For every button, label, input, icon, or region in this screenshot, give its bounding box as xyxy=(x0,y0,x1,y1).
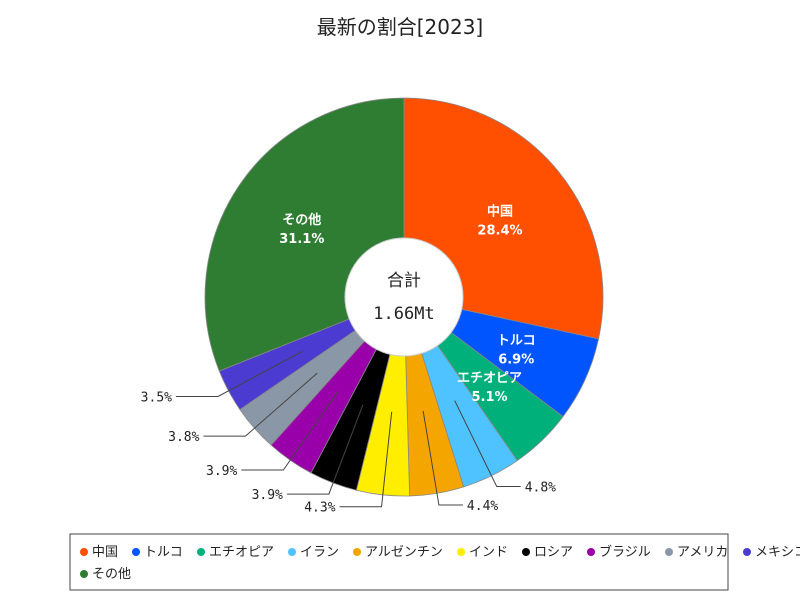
legend-swatch xyxy=(457,548,465,556)
legend-swatch xyxy=(743,548,751,556)
callout-line xyxy=(175,350,303,397)
slice-value-label: 3.8% xyxy=(168,430,199,445)
slice-name-label: エチオピア xyxy=(457,371,522,386)
slice-value-label: 4.8% xyxy=(525,480,556,495)
center-hole xyxy=(344,237,464,357)
slice-value-label: 28.4% xyxy=(477,223,522,238)
labels-layer: 中国 28.4% トルコ 6.9% エチオピア 5.1% 4.8% 4.4% 4.3% 3.9% 3… xyxy=(141,203,557,515)
slice-value-label: 3.9% xyxy=(252,488,283,503)
legend-swatch xyxy=(353,548,361,556)
slice-value-label: 3.5% xyxy=(141,390,172,405)
slices-layer xyxy=(204,97,604,497)
legend-label: メキシコ xyxy=(755,545,800,560)
legend: 中国 トルコ エチオピア イラン アルゼンチン インド ロシア ブラジル アメリカ メキシコその他 xyxy=(69,533,800,591)
legend-label: インド xyxy=(469,545,508,560)
legend-swatch xyxy=(80,570,88,578)
chart-title: 最新の割合[2023] xyxy=(317,15,484,39)
legend-label: アメリカ xyxy=(677,545,728,560)
center-label: 合計 xyxy=(387,271,421,291)
legend-label: トルコ xyxy=(144,545,183,560)
legend-label: イラン xyxy=(300,545,339,560)
callout-line xyxy=(286,404,364,495)
legend-label: 中国 xyxy=(92,545,118,560)
legend-swatch xyxy=(197,548,205,556)
callout-line xyxy=(422,410,463,506)
center-value: 1.66Mt xyxy=(373,304,434,324)
legend-label: ロシア xyxy=(534,545,573,560)
callout-line xyxy=(339,411,393,508)
legend-label: アルゼンチン xyxy=(365,545,443,560)
slice-name-label: その他 xyxy=(282,212,321,228)
callout-line xyxy=(454,400,521,487)
slice-value-label: 5.1% xyxy=(471,390,507,405)
legend-label: その他 xyxy=(92,567,131,582)
legend-swatch xyxy=(587,548,595,556)
slice-value-label: 3.9% xyxy=(206,464,237,479)
slice-value-label: 6.9% xyxy=(498,352,534,367)
legend-swatch xyxy=(80,548,88,556)
slice-name-label: 中国 xyxy=(487,203,513,219)
callout-line xyxy=(241,391,339,471)
legend-swatch xyxy=(132,548,140,556)
legend-box xyxy=(69,533,729,591)
slice-value-label: 4.4% xyxy=(467,499,498,514)
callout-line xyxy=(203,372,318,437)
legend-label: ブラジル xyxy=(599,544,651,560)
legend-label: エチオピア xyxy=(209,545,274,560)
legend-swatch xyxy=(522,548,530,556)
legend-swatch xyxy=(288,548,296,556)
slice-name-label: トルコ xyxy=(497,333,536,348)
legend-swatch xyxy=(665,548,673,556)
slice-value-label: 31.1% xyxy=(279,232,324,247)
slice-value-label: 4.3% xyxy=(304,501,335,516)
